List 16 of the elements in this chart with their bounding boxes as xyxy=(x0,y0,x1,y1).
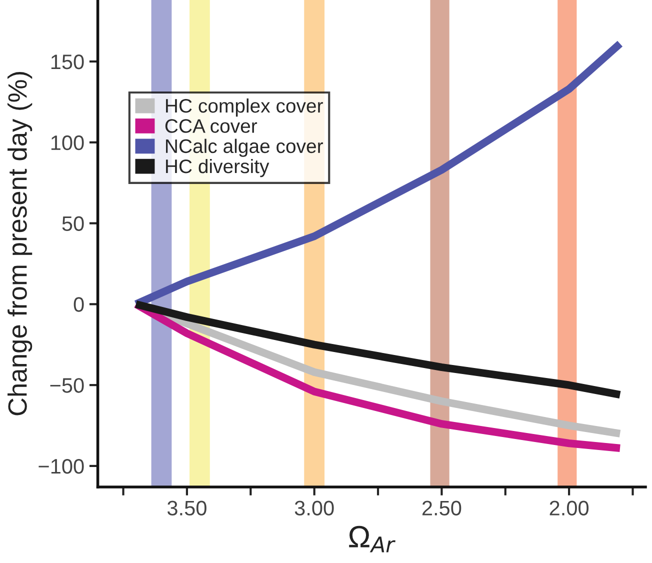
y-tick-label: −50 xyxy=(50,378,84,393)
legend-label: CCA cover xyxy=(165,119,258,133)
y-tick-label: 0 xyxy=(74,297,84,312)
legend-label: NCalc algae cover xyxy=(166,138,323,157)
y-axis-title: Change from present day (%) xyxy=(8,72,32,416)
y-tick-label: 100 xyxy=(51,135,84,150)
legend-label: HC diversity xyxy=(166,158,270,178)
legend-label: HC complex cover xyxy=(166,98,323,117)
y-tick-label: 50 xyxy=(62,216,84,232)
x-tick-label: 2.50 xyxy=(422,500,462,516)
x-tick-label: 3.50 xyxy=(167,500,206,516)
x-axis-title: Ω$_{Ar}$ xyxy=(349,526,396,552)
x-tick-label: 3.00 xyxy=(294,500,334,516)
y-tick-label: 150 xyxy=(51,54,84,70)
y-tick-label: −100 xyxy=(38,458,84,474)
x-tick-label: 2.00 xyxy=(550,500,589,516)
